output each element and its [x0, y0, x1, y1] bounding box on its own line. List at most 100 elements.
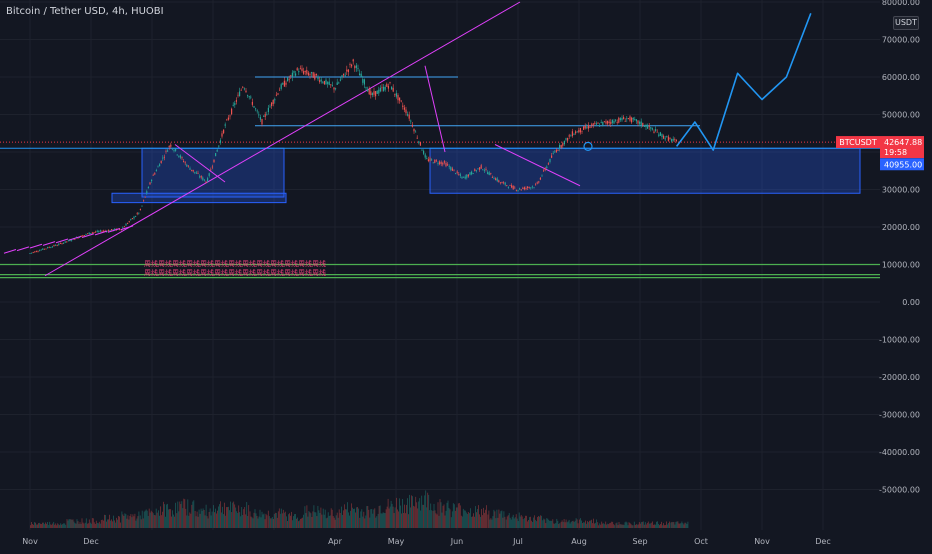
volume-bar	[94, 523, 96, 528]
volume-bar	[460, 515, 462, 528]
candle-body	[624, 121, 626, 122]
volume-bar	[307, 516, 309, 528]
currency-selector[interactable]: USDT	[893, 16, 919, 30]
candle-body	[647, 126, 649, 129]
candle-body	[501, 182, 503, 184]
volume-bar	[218, 506, 219, 528]
volume-bar	[152, 513, 154, 528]
volume-bar	[276, 517, 278, 528]
volume-bar	[198, 509, 200, 528]
candle-body	[66, 241, 68, 243]
volume-bar	[440, 502, 442, 528]
volume-bar	[187, 499, 189, 528]
volume-bar	[245, 514, 247, 528]
volume-bar	[672, 522, 674, 528]
candle-body	[138, 212, 140, 214]
candle-body	[301, 68, 303, 71]
volume-bar	[293, 516, 294, 528]
volume-bar	[230, 501, 231, 528]
volume-bar	[350, 510, 351, 528]
volume-bar	[305, 513, 307, 528]
volume-bar	[247, 516, 249, 528]
volume-bar	[663, 523, 664, 528]
candle-body	[437, 163, 439, 164]
volume-bar	[474, 516, 475, 528]
volume-bar	[429, 510, 431, 528]
volume-bar	[406, 504, 407, 528]
volume-bar	[110, 520, 111, 528]
volume-bar	[61, 524, 63, 528]
candle-body	[613, 120, 615, 124]
candle-body	[112, 229, 114, 231]
volume-bar	[158, 510, 159, 528]
candle-body	[56, 245, 58, 247]
volume-bar	[151, 511, 153, 528]
candle-body	[523, 187, 525, 190]
volume-bar	[584, 522, 585, 528]
volume-bar	[275, 512, 277, 528]
candle-body	[338, 82, 340, 84]
volume-bar	[144, 510, 146, 528]
volume-bar	[289, 513, 290, 528]
candle-body	[595, 123, 597, 125]
candle-body	[55, 244, 57, 246]
volume-bar	[529, 517, 530, 528]
candle-body	[664, 138, 666, 140]
candle-body	[533, 187, 535, 189]
volume-bar	[243, 509, 245, 528]
volume-bar	[650, 522, 652, 528]
chart-title: Bitcoin / Tether USD, 4h, HUOBI	[6, 6, 164, 17]
volume-bar	[36, 524, 37, 528]
volume-bar	[499, 513, 501, 528]
candle-body	[416, 137, 418, 139]
candle-body	[498, 180, 500, 182]
volume-bar	[97, 523, 99, 528]
weekly-tag: 周线	[228, 259, 242, 268]
volume-bar	[225, 515, 226, 528]
volume-bar	[86, 523, 88, 528]
volume-bar	[662, 525, 663, 528]
candle-body	[445, 163, 447, 167]
volume-bar	[234, 504, 236, 528]
candle-body	[659, 132, 661, 136]
volume-bar	[413, 505, 414, 528]
volume-bar	[108, 519, 109, 528]
candle-body	[389, 82, 391, 83]
weekly-tag: 周线	[214, 268, 228, 277]
candle-body	[259, 117, 261, 120]
candle-body	[248, 96, 250, 98]
volume-bar	[488, 510, 490, 528]
weekly-tag: 周线	[158, 259, 172, 268]
volume-bar	[316, 516, 318, 528]
candle-body	[546, 166, 548, 168]
volume-bar	[652, 521, 653, 528]
candle-body	[413, 128, 415, 132]
volume-bar	[470, 508, 471, 528]
candle-body	[167, 150, 169, 152]
volume-bar	[551, 520, 553, 528]
volume-bar	[527, 521, 528, 528]
volume-bar	[480, 516, 481, 528]
volume-bar	[263, 513, 265, 528]
volume-bar	[250, 516, 252, 528]
candle-body	[394, 93, 396, 95]
volume-bar	[92, 518, 94, 528]
countdown-tag: 19:58	[884, 148, 907, 157]
candle-body	[141, 205, 143, 207]
x-tick-label: Sep	[632, 537, 647, 546]
candle-body	[544, 168, 546, 171]
volume-bar	[666, 521, 667, 528]
volume-bar	[416, 502, 418, 528]
volume-bar	[493, 509, 495, 528]
volume-bar	[609, 523, 611, 528]
candle-body	[549, 158, 551, 162]
candle-body	[178, 155, 180, 157]
candle-body	[202, 177, 204, 180]
volume-bar	[481, 508, 482, 528]
volume-bar	[205, 504, 207, 528]
volume-bar	[673, 522, 675, 528]
volume-bar	[95, 520, 97, 528]
candle-body	[299, 68, 301, 70]
